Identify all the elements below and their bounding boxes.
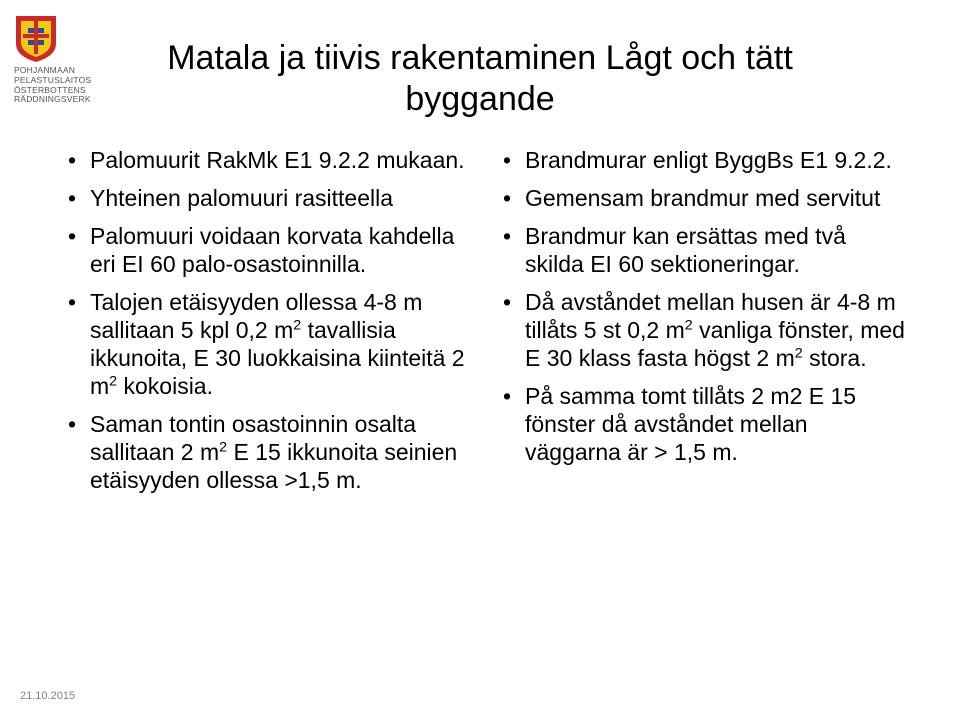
org-line1: POHJANMAAN PELASTUSLAITOS (14, 66, 144, 86)
list-item: På samma tomt tillåts 2 m2 E 15 fönster … (497, 382, 908, 466)
list-text: Yhteinen palomuuri rasitteella (90, 185, 393, 211)
list-item: Då avståndet mellan husen är 4-8 m tillå… (497, 288, 908, 372)
list-text: Palomuuri voidaan korvata kahdella eri E… (90, 223, 454, 277)
org-name: POHJANMAAN PELASTUSLAITOS ÖSTERBOTTENS R… (14, 66, 144, 105)
list-item: Yhteinen palomuuri rasitteella (62, 184, 473, 212)
org-logo-block: POHJANMAAN PELASTUSLAITOS ÖSTERBOTTENS R… (14, 14, 144, 105)
list-text: På samma tomt tillåts 2 m2 E 15 fönster … (525, 383, 856, 465)
list-item: Talojen etäisyyden ollessa 4-8 m sallita… (62, 288, 473, 400)
list-text: Talojen etäisyyden ollessa 4-8 m sallita… (90, 289, 465, 399)
shield-logo-icon (14, 14, 58, 64)
columns: Palomuurit RakMk E1 9.2.2 mukaan. Yhtein… (48, 146, 912, 505)
org-line2: ÖSTERBOTTENS RÄDDNINGSVERK (14, 86, 144, 106)
right-list: Brandmurar enligt ByggBs E1 9.2.2. Gemen… (497, 146, 908, 466)
list-item: Brandmurar enligt ByggBs E1 9.2.2. (497, 146, 908, 174)
list-text: Gemensam brandmur med servitut (525, 185, 880, 211)
list-item: Palomuurit RakMk E1 9.2.2 mukaan. (62, 146, 473, 174)
left-list: Palomuurit RakMk E1 9.2.2 mukaan. Yhtein… (62, 146, 473, 495)
list-text: Brandmur kan ersättas med två skilda EI … (525, 223, 846, 277)
right-column: Brandmurar enligt ByggBs E1 9.2.2. Gemen… (497, 146, 908, 505)
list-text: Palomuurit RakMk E1 9.2.2 mukaan. (90, 147, 465, 173)
list-text: Brandmurar enligt ByggBs E1 9.2.2. (525, 147, 892, 173)
list-item: Brandmur kan ersättas med två skilda EI … (497, 222, 908, 278)
left-column: Palomuurit RakMk E1 9.2.2 mukaan. Yhtein… (62, 146, 473, 505)
list-text: Då avståndet mellan husen är 4-8 m tillå… (525, 289, 905, 371)
list-text: Saman tontin osastoinnin osalta sallitaa… (90, 411, 457, 493)
list-item: Palomuuri voidaan korvata kahdella eri E… (62, 222, 473, 278)
list-item: Saman tontin osastoinnin osalta sallitaa… (62, 410, 473, 494)
slide: POHJANMAAN PELASTUSLAITOS ÖSTERBOTTENS R… (0, 0, 960, 720)
list-item: Gemensam brandmur med servitut (497, 184, 908, 212)
slide-title: Matala ja tiivis rakentaminen Lågt och t… (100, 38, 860, 120)
slide-date: 21.10.2015 (20, 690, 75, 702)
